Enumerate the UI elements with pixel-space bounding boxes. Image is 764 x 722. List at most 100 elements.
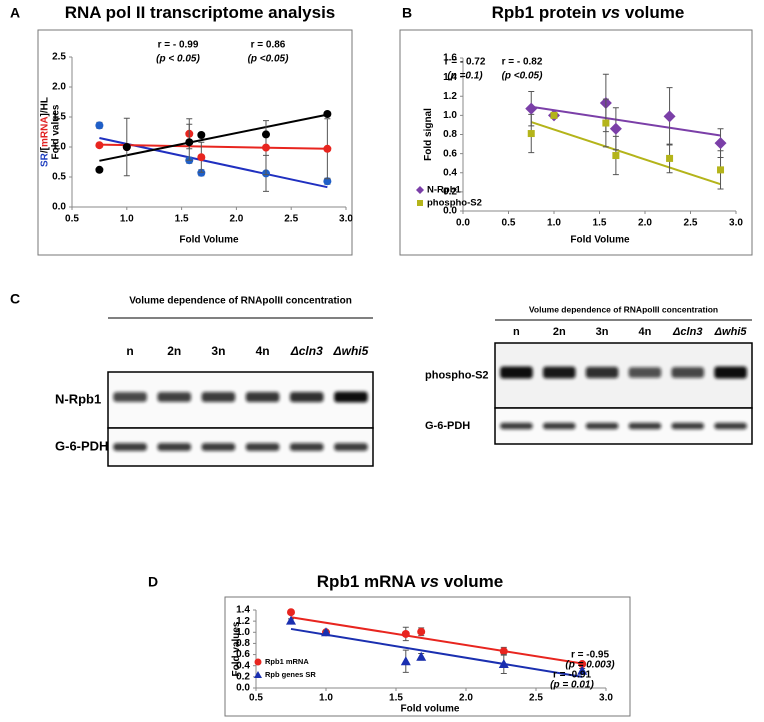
- point: [417, 627, 426, 636]
- point: [612, 152, 620, 160]
- point: [577, 665, 588, 675]
- y-tick-label: 0.5: [52, 172, 66, 183]
- annotation: (p = 0.003): [565, 660, 615, 671]
- trend-line: [99, 113, 328, 162]
- title-part: volume: [439, 572, 503, 591]
- series: [287, 608, 587, 669]
- x-tick-label: 0.0: [456, 218, 470, 229]
- chart-title: RNA pol II transcriptome analysis: [65, 3, 336, 22]
- point: [609, 122, 622, 135]
- point: [525, 102, 538, 115]
- band: [671, 367, 705, 378]
- band: [334, 391, 368, 403]
- chart-title: Rpb1 protein vs volume: [492, 3, 685, 22]
- y-axis-label: SR/[mRNA]/HL: [39, 97, 50, 167]
- y-axis-label: Fold signal: [423, 108, 434, 161]
- x-tick-label: 2.5: [284, 214, 298, 225]
- point: [400, 656, 411, 666]
- point: [197, 168, 206, 177]
- y-tick-label: 0.8: [236, 638, 250, 649]
- y-label-part: Fold values: [231, 621, 242, 676]
- point: [666, 154, 674, 162]
- band: [628, 422, 662, 430]
- title-part: vs: [420, 572, 439, 591]
- title-part: Rpb1 protein: [492, 3, 602, 22]
- point: [261, 130, 270, 139]
- annotation: r = -0.95: [571, 650, 610, 661]
- y-tick-label: 0.8: [443, 129, 457, 140]
- point: [663, 110, 676, 123]
- lane-label: 2n: [167, 344, 181, 358]
- point: [602, 119, 610, 127]
- y-tick-label: 1.5: [52, 112, 66, 123]
- blot-box: [494, 407, 753, 445]
- annotation: r = -0.91: [553, 670, 592, 681]
- point: [578, 660, 587, 669]
- trend-line: [290, 627, 583, 678]
- y-label-part: SR: [39, 152, 50, 167]
- band: [157, 443, 192, 451]
- point: [714, 137, 727, 150]
- x-axis-label: Fold volume: [401, 704, 460, 715]
- y-axis-label: Fold values: [50, 104, 61, 159]
- band: [201, 392, 236, 402]
- y-tick-label: 0.2: [236, 671, 250, 682]
- row-label: G-6-PDH: [55, 438, 108, 453]
- x-axis-label: Fold Volume: [179, 235, 239, 246]
- annotation: (p = 0.01): [550, 680, 594, 691]
- band: [628, 367, 662, 378]
- band: [714, 422, 747, 430]
- x-axis-label: Fold Volume: [570, 235, 630, 246]
- y-tick-label: 1.0: [443, 110, 457, 121]
- y-tick-label: 0.4: [443, 167, 457, 178]
- blot-box: [107, 371, 374, 429]
- trend-line: [290, 616, 583, 665]
- band: [289, 391, 324, 403]
- annotation: (p =0.1): [447, 71, 483, 82]
- x-tick-label: 3.0: [339, 214, 353, 225]
- series: [527, 98, 725, 190]
- blot-heading: Volume dependence of RNApolII concentrat…: [529, 304, 718, 314]
- title-part: Rpb1 mRNA: [317, 572, 420, 591]
- point: [287, 608, 295, 617]
- point: [416, 651, 427, 661]
- point: [122, 143, 131, 151]
- y-tick-label: 0.0: [52, 202, 66, 213]
- annotation: r = - 0.82: [502, 57, 543, 68]
- lane-label: 3n: [211, 344, 225, 358]
- series: [95, 110, 332, 177]
- y-label-part: Fold values: [50, 104, 61, 159]
- band: [500, 422, 533, 430]
- point: [95, 121, 104, 130]
- point: [197, 153, 206, 162]
- x-tick-label: 0.5: [65, 214, 79, 225]
- lane-label: n: [513, 326, 520, 338]
- y-tick-label: 1.4: [443, 72, 457, 83]
- trend-line: [530, 121, 721, 186]
- lane-label: 4n: [256, 344, 270, 358]
- band: [113, 443, 147, 451]
- y-axis-label: Fold values: [231, 621, 242, 676]
- panel-frame: [37, 29, 353, 256]
- y-tick-label: 2.0: [52, 82, 66, 93]
- y-tick-label: 0.4: [236, 660, 250, 671]
- legend-symbol: [254, 658, 262, 666]
- legend-symbol: [416, 186, 424, 194]
- x-tick-label: 3.0: [599, 693, 613, 704]
- row-label: N-Rpb1: [55, 391, 101, 406]
- point: [527, 130, 535, 138]
- band: [542, 366, 576, 379]
- blot-heading: Volume dependence of RNApolII concentrat…: [129, 296, 352, 307]
- point: [321, 627, 331, 637]
- series: [286, 615, 588, 675]
- point: [286, 615, 296, 625]
- legend-label: N-Rpb1: [427, 185, 461, 196]
- annotation: (p <0.05): [248, 54, 290, 65]
- y-tick-label: 1.0: [52, 142, 66, 153]
- x-tick-label: 2.5: [684, 218, 698, 229]
- band: [671, 422, 705, 430]
- title-part: vs: [601, 3, 620, 22]
- legend-label: Rpb genes SR: [265, 670, 316, 679]
- y-label-part: /[: [39, 146, 50, 153]
